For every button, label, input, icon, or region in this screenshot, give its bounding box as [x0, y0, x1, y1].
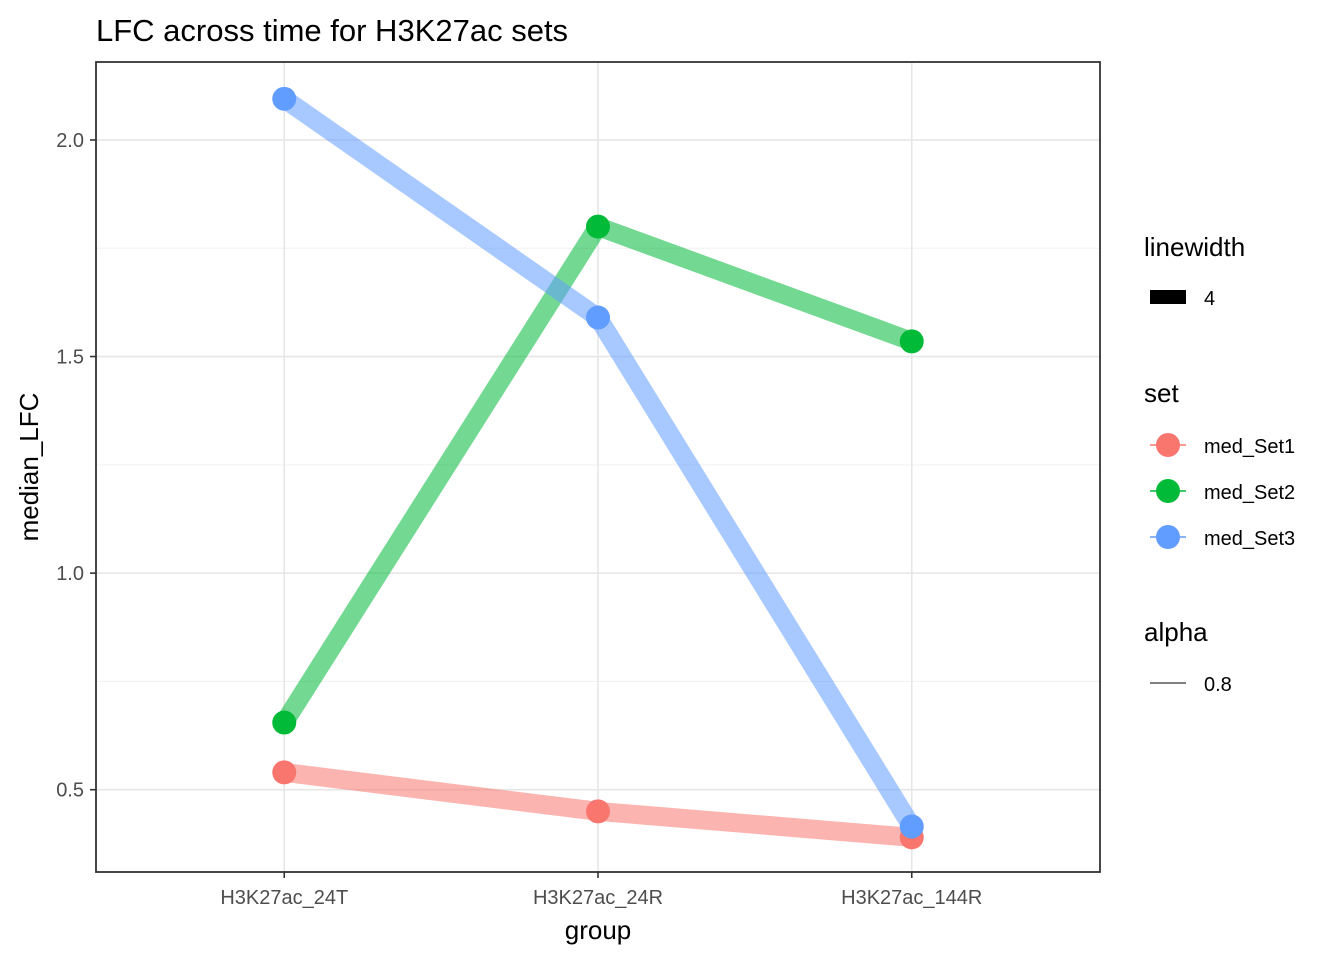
legend-linewidth-key	[1150, 290, 1186, 304]
legend-item-label: med_Set2	[1204, 482, 1295, 504]
data-point-med_Set1	[272, 760, 297, 785]
legend-item-med_Set1: med_Set1	[1150, 433, 1295, 458]
data-point-med_Set3	[586, 305, 610, 330]
y-tick-label: 0.5	[56, 780, 84, 802]
data-point-med_Set2	[272, 710, 297, 735]
data-point-med_Set3	[272, 86, 297, 111]
y-tick-label: 1.0	[56, 563, 84, 585]
x-tick-label: H3K27ac_24T	[220, 887, 348, 909]
legend-alpha-label: 0.8	[1204, 674, 1232, 696]
legend-key-point	[1156, 525, 1180, 549]
legend-set: set med_Set1 med_Set2 med_Set3	[1144, 378, 1295, 550]
legend-key-point	[1156, 433, 1180, 457]
legend-key-point	[1156, 479, 1180, 503]
plot-panel	[95, 61, 1101, 873]
legend-linewidth: linewidth 4	[1144, 232, 1245, 310]
data-point-med_Set2	[899, 329, 924, 354]
legend-linewidth-label: 4	[1204, 288, 1215, 310]
legend-set-title: set	[1144, 378, 1179, 408]
legend-alpha: alpha 0.8	[1144, 617, 1232, 696]
legend-item-label: med_Set1	[1204, 436, 1295, 458]
legend-linewidth-title: linewidth	[1144, 232, 1245, 262]
x-tick-label: H3K27ac_144R	[841, 887, 982, 909]
legend-item-med_Set2: med_Set2	[1150, 479, 1295, 504]
data-point-med_Set3	[899, 814, 924, 839]
y-tick-label: 2.0	[56, 130, 84, 152]
data-point-med_Set2	[586, 214, 610, 239]
y-tick-label: 1.5	[56, 347, 84, 369]
legend-item-label: med_Set3	[1204, 528, 1295, 550]
x-axis-title: group	[565, 915, 632, 945]
chart-title: LFC across time for H3K27ac sets	[96, 13, 568, 48]
legend-item-med_Set3: med_Set3	[1150, 525, 1295, 550]
x-axis: H3K27ac_24T H3K27ac_24R H3K27ac_144R	[220, 872, 982, 909]
data-point-med_Set1	[586, 799, 610, 824]
x-tick-label: H3K27ac_24R	[533, 887, 663, 909]
y-axis: 0.5 1.0 1.5 2.0	[56, 130, 96, 802]
y-axis-title: median_LFC	[14, 393, 44, 542]
legend-alpha-title: alpha	[1144, 617, 1208, 647]
